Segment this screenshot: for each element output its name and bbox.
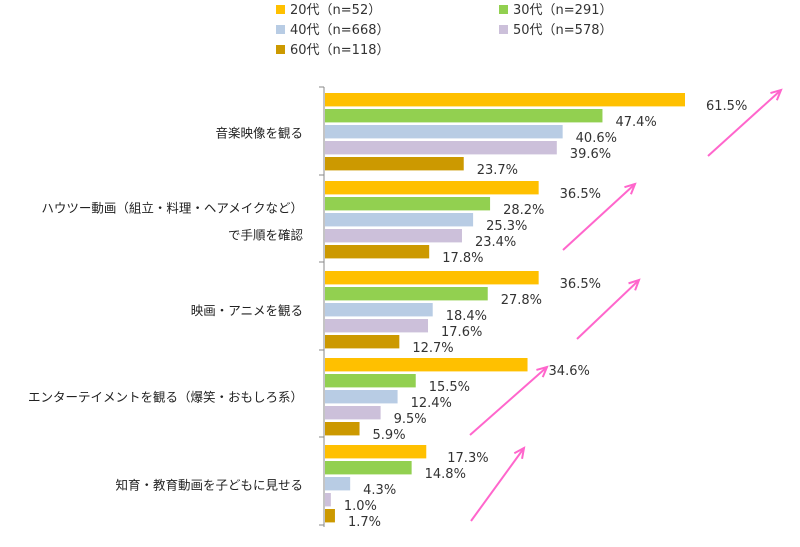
data-label: 17.3% [447, 451, 488, 466]
legend-label: 60代（n=118） [290, 43, 390, 58]
legend-swatch [276, 5, 285, 14]
category-label: 映画・アニメを観る [191, 303, 303, 318]
legend: 20代（n=52） 30代（n=291） 40代（n=668） 50代（n=578） 6… [276, 3, 613, 58]
bar [325, 303, 433, 317]
data-label: 17.8% [442, 251, 483, 266]
bar [325, 477, 351, 491]
bar [325, 445, 427, 459]
data-label: 5.9% [373, 428, 406, 443]
data-label: 39.6% [570, 147, 611, 162]
data-label: 36.5% [560, 187, 601, 202]
bar [325, 374, 416, 388]
data-label: 12.7% [412, 341, 453, 356]
arrow-head [770, 88, 783, 101]
bar [325, 181, 539, 195]
bar [325, 509, 335, 523]
data-label: 17.6% [441, 325, 482, 340]
data-label: 9.5% [394, 412, 427, 427]
legend-label: 40代（n=668） [290, 23, 390, 38]
bar [325, 109, 603, 123]
bar [325, 271, 539, 285]
arrow-line [576, 279, 640, 340]
arrows [469, 88, 783, 522]
data-label: 36.5% [560, 277, 601, 292]
data-label: 28.2% [503, 203, 544, 218]
category-label: 音楽映像を観る [215, 126, 303, 141]
bar [325, 406, 381, 420]
bars [325, 93, 685, 523]
data-label: 23.7% [477, 163, 518, 178]
data-label: 1.7% [348, 515, 381, 530]
data-label: 23.4% [475, 235, 516, 250]
category-label: 知育・教育動画を子どもに見せる [115, 478, 303, 493]
data-label: 27.8% [501, 293, 542, 308]
data-label: 1.0% [344, 499, 377, 514]
arrow-head [624, 182, 637, 195]
legend-swatch [276, 25, 285, 34]
bar [325, 319, 429, 333]
arrow-line [562, 183, 636, 251]
bar [325, 461, 412, 475]
legend-label: 30代（n=291） [513, 3, 613, 18]
category-label: ハウツー動画（組立・料理・ヘアメイクなど） [41, 201, 303, 216]
bar [325, 287, 488, 301]
data-label: 40.6% [576, 131, 617, 146]
data-label: 15.5% [429, 380, 470, 395]
arrow-line [707, 89, 782, 157]
bar [325, 245, 430, 259]
bar [325, 141, 557, 155]
bar [325, 93, 685, 107]
data-label: 14.8% [425, 467, 466, 482]
arrow-line [470, 447, 525, 522]
legend-swatch [499, 25, 508, 34]
arrow-head [536, 365, 549, 378]
bar [325, 125, 563, 139]
bar [325, 213, 474, 227]
data-label: 34.6% [549, 364, 590, 379]
legend-label: 20代（n=52） [290, 3, 381, 18]
bar [325, 422, 360, 436]
bar [325, 197, 491, 211]
legend-swatch [499, 5, 508, 14]
data-label: 18.4% [446, 309, 487, 324]
legend-label: 50代（n=578） [513, 23, 613, 38]
data-label: 25.3% [486, 219, 527, 234]
arrow-line [469, 366, 548, 436]
data-label: 61.5% [706, 99, 747, 114]
category-label: で手順を確認 [228, 228, 304, 243]
axis [319, 86, 325, 527]
data-label: 12.4% [411, 396, 452, 411]
bar [325, 493, 331, 507]
value-labels: 61.5% 47.4%40.6%39.6% 23.7% 36.5% 28.2%25.3%… [344, 99, 747, 530]
arrow-head [513, 446, 526, 460]
bar [325, 229, 462, 243]
arrow-head [628, 278, 641, 291]
category-label: エンターテイメントを観る（爆笑・おもしろ系） [28, 390, 303, 405]
data-label: 4.3% [363, 483, 396, 498]
legend-swatch [276, 45, 285, 54]
bar [325, 157, 464, 171]
bar [325, 390, 398, 404]
bar [325, 335, 400, 349]
bar [325, 358, 528, 372]
data-label: 47.4% [615, 115, 656, 130]
